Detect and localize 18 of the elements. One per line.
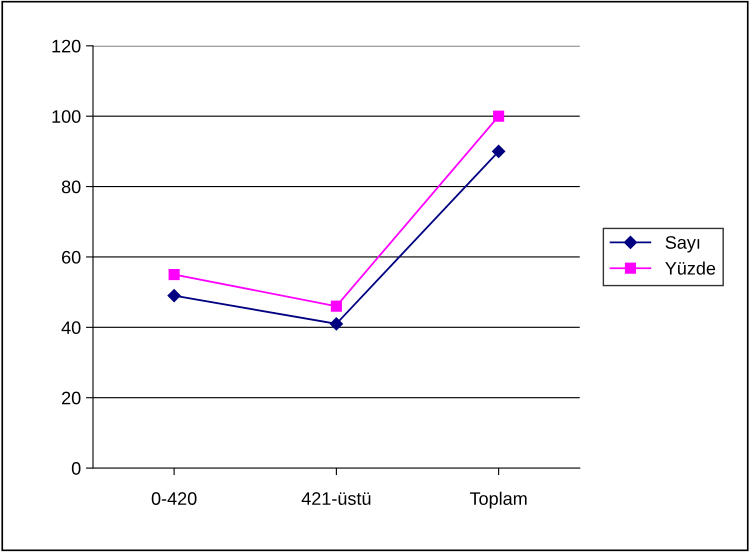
y-tick-label: 100 (52, 110, 80, 123)
x-tick-label: Toplam (470, 492, 527, 509)
point (493, 110, 504, 122)
x-tick-label: 421-üstü (302, 492, 370, 505)
y-tick-label: 20 (62, 392, 80, 404)
point (330, 317, 343, 330)
y-tick-label: 60 (62, 250, 80, 264)
y-tick-label: 0 (72, 462, 80, 475)
legend-label: Sayı (666, 236, 700, 252)
point (492, 144, 506, 158)
y-tick-label: 120 (52, 40, 80, 53)
point (168, 289, 181, 302)
y-tick-label: 40 (62, 321, 80, 334)
legend-label: Yüzde (665, 261, 716, 275)
point (168, 268, 180, 280)
y-tick-label: 80 (62, 180, 80, 194)
x-tick-label: 0-420 (152, 492, 197, 505)
point (330, 300, 342, 312)
